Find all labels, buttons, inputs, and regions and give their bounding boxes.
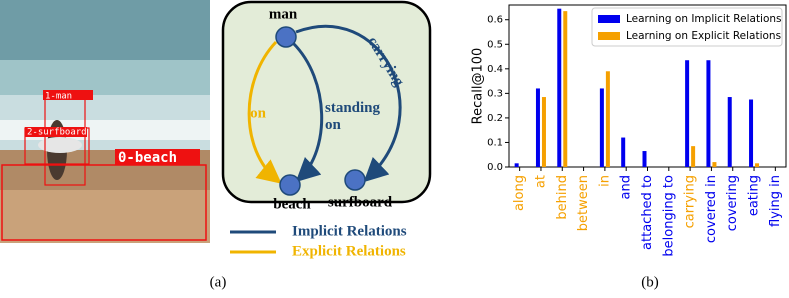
- bar: [749, 99, 754, 167]
- legend-label: Learning on Explicit Relations: [626, 30, 781, 42]
- y-tick-label: 0.5: [487, 39, 503, 50]
- y-tick-label: 0.6: [487, 15, 503, 26]
- bar: [599, 88, 604, 167]
- edge-label-box: standing on: [325, 100, 381, 133]
- legend-box: [591, 7, 783, 47]
- x-tick-label: eating: [747, 175, 762, 216]
- y-tick-label: 0.4: [487, 64, 503, 75]
- legend-text: Implicit Relations: [292, 223, 407, 239]
- bar: [563, 11, 568, 167]
- legend-text: Explicit Relations: [292, 243, 406, 259]
- bar: [755, 163, 760, 167]
- bar: [541, 97, 546, 167]
- edge-label: on: [250, 105, 267, 121]
- x-tick-label: covered in: [704, 175, 719, 243]
- x-tick-label: and: [619, 175, 634, 199]
- diagram-legend: Implicit Relations Explicit Relations: [230, 223, 407, 259]
- x-tick-label: at: [533, 175, 548, 188]
- bar: [557, 8, 562, 167]
- y-axis-label: Recall@100: [471, 48, 486, 125]
- bar: [706, 60, 711, 167]
- y-tick-label: 0.2: [487, 113, 503, 124]
- photo-label: 1-man: [45, 92, 72, 102]
- x-tick-label: in: [597, 175, 612, 187]
- y-tick-label: 0.1: [487, 137, 503, 148]
- caption: (b): [641, 274, 659, 290]
- node-label: beach: [273, 196, 311, 212]
- y-tick-label: 0.0: [487, 162, 503, 173]
- x-tick-label: carrying: [683, 175, 698, 228]
- node-label: man: [269, 6, 298, 22]
- y-tick-label: 0.3: [487, 88, 503, 99]
- node-label: surfboard: [328, 194, 393, 210]
- photo-label: 2-surfboard: [27, 128, 87, 138]
- photo-label: 0-beach: [118, 150, 177, 166]
- legend-swatch: [598, 15, 620, 23]
- x-tick-label: covering: [725, 175, 740, 231]
- photo: 1-man 2-surfboard 0-beach: [0, 0, 210, 243]
- x-tick-label: between: [576, 175, 591, 231]
- legend-label: Learning on Implicit Relations: [626, 13, 782, 25]
- bar: [642, 151, 647, 167]
- bar: [535, 88, 540, 167]
- edge-label: standing on: [325, 100, 381, 133]
- bar: [685, 60, 690, 167]
- legend-swatch: [598, 32, 620, 40]
- bar: [712, 162, 717, 167]
- bar: [621, 137, 626, 167]
- bar: [514, 163, 519, 167]
- caption: (a): [210, 274, 227, 290]
- bar: [727, 97, 732, 167]
- x-tick-label: belonging to: [661, 175, 676, 257]
- x-tick-label: attached to: [640, 175, 655, 250]
- x-tick-label: along: [512, 175, 527, 211]
- bar: [605, 71, 610, 167]
- x-tick-label: behind: [555, 175, 570, 220]
- bar: [691, 146, 696, 167]
- x-tick-label: flying in: [768, 175, 783, 227]
- scene-graph: man beach surfboard carrying standing on…: [221, 0, 432, 212]
